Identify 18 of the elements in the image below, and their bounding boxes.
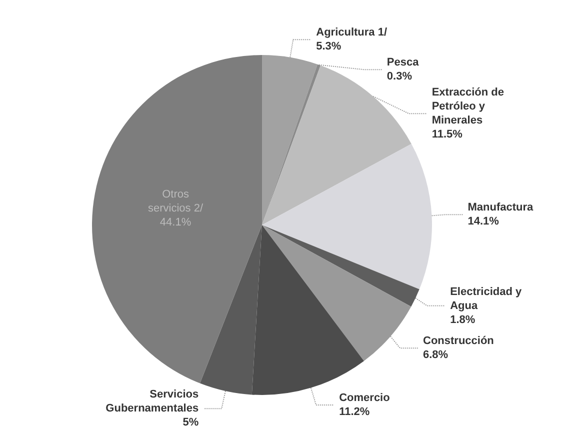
slice-label: Otros servicios 2/ xyxy=(148,188,204,215)
slice-label: Extracción de Petróleo y Minerales xyxy=(432,86,504,127)
slice-label: Construcción xyxy=(423,335,494,348)
data-label: 0.3% xyxy=(386,70,412,83)
slice-label: Comercio xyxy=(339,392,390,404)
slice-label: Manufactura xyxy=(468,202,534,214)
data-label: 6.8% xyxy=(423,349,448,362)
data-label: 11.5% xyxy=(432,128,463,141)
data-label: 14.1% xyxy=(468,216,500,228)
slice-label: Agricultura 1/ xyxy=(316,26,388,39)
data-label: 44.1% xyxy=(160,216,192,229)
data-label: 5.3% xyxy=(316,40,342,53)
data-label: 11.2% xyxy=(339,406,370,418)
slice-label: Electricidad y Agua xyxy=(450,286,523,312)
slice-label: Pesca xyxy=(386,56,420,69)
data-label: 5% xyxy=(182,416,199,429)
data-label: 1.8% xyxy=(450,314,476,326)
slice-label: Servicios Gubernamentales xyxy=(106,388,199,415)
